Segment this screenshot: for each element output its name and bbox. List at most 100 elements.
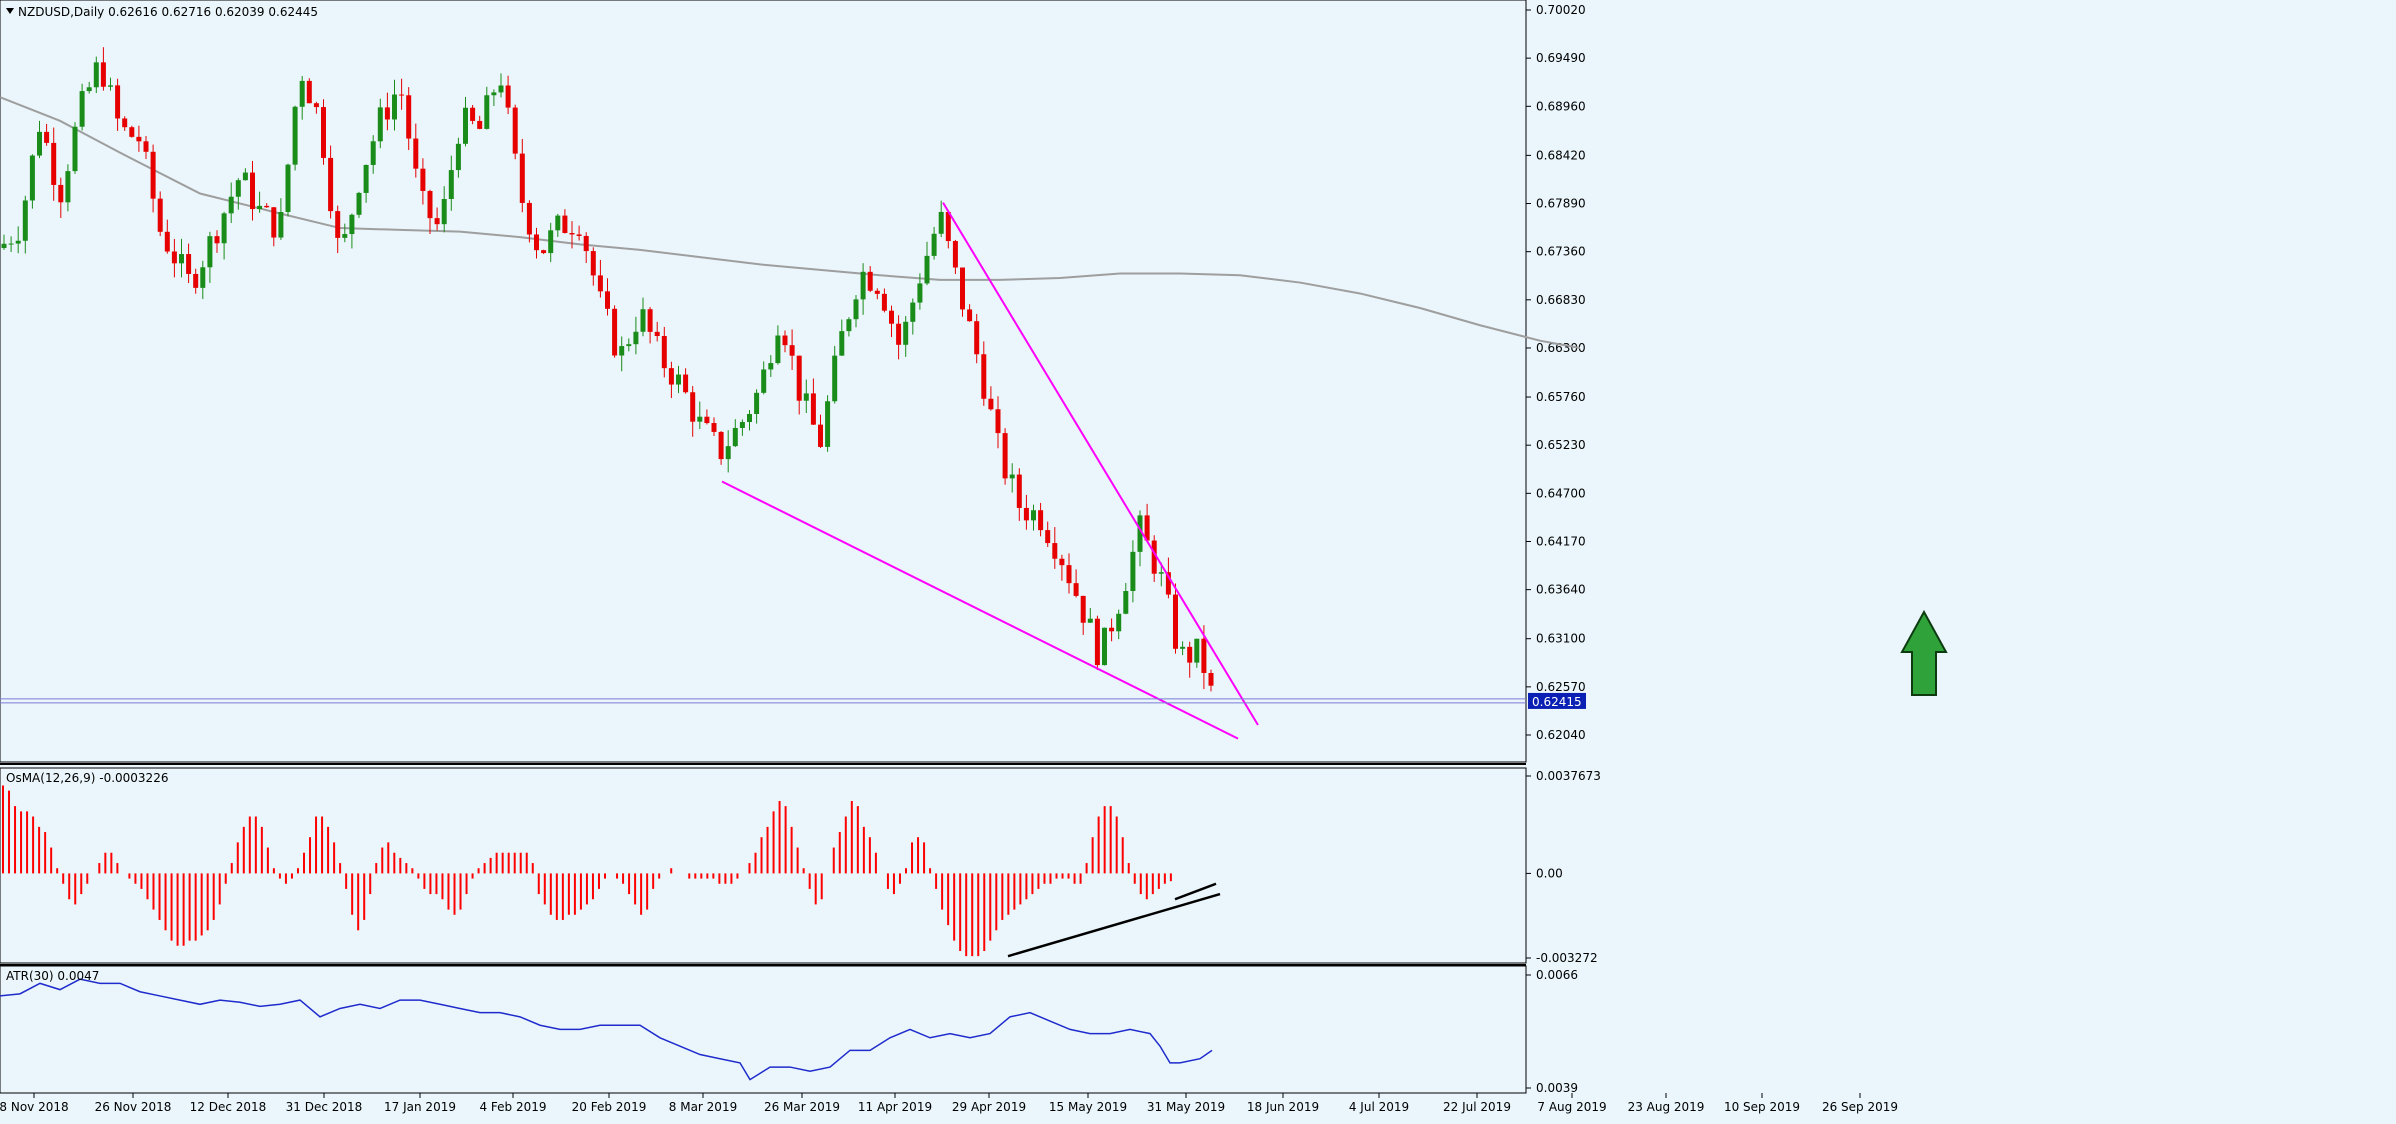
osma-y-tick-label: -0.003272 bbox=[1536, 951, 1598, 965]
candle-body bbox=[58, 184, 64, 203]
candle-body bbox=[1109, 627, 1115, 632]
candle-body bbox=[214, 236, 220, 244]
candle-body bbox=[1038, 510, 1044, 531]
candle-body bbox=[576, 234, 582, 236]
candle-body bbox=[129, 127, 135, 137]
moving-average-line bbox=[0, 96, 1581, 349]
candle-body bbox=[463, 107, 468, 144]
candle-body bbox=[825, 401, 831, 447]
y-tick-label: 0.68960 bbox=[1536, 99, 1586, 113]
candle-body bbox=[72, 126, 78, 172]
candle-body bbox=[967, 309, 973, 322]
candle-body bbox=[1180, 646, 1186, 649]
candle-body bbox=[896, 323, 902, 345]
candle-body bbox=[1031, 510, 1036, 521]
candle-body bbox=[115, 85, 121, 119]
candle-body bbox=[796, 355, 802, 401]
candle-body bbox=[945, 211, 951, 242]
x-tick-label: 22 Jul 2019 bbox=[1443, 1100, 1511, 1114]
candle-body bbox=[470, 107, 476, 121]
x-tick-label: 7 Aug 2019 bbox=[1537, 1100, 1606, 1114]
candle-body bbox=[250, 172, 255, 210]
candle-body bbox=[1165, 572, 1171, 595]
candle-body bbox=[846, 319, 852, 332]
candle-body bbox=[363, 164, 369, 193]
candle-body bbox=[768, 363, 774, 370]
candle-body bbox=[839, 331, 845, 356]
candle-body bbox=[541, 250, 547, 254]
candle-body bbox=[299, 80, 305, 107]
candle-body bbox=[1116, 613, 1122, 632]
candle-body bbox=[555, 215, 561, 231]
candle-body bbox=[569, 233, 575, 235]
candle-body bbox=[640, 309, 646, 332]
candle-body bbox=[1002, 433, 1008, 479]
candle-body bbox=[860, 271, 866, 300]
candle-body bbox=[29, 155, 35, 201]
candle-body bbox=[143, 141, 149, 152]
y-tick-label: 0.67360 bbox=[1536, 245, 1586, 259]
candle-body bbox=[79, 91, 85, 127]
y-tick-label: 0.64170 bbox=[1536, 534, 1586, 548]
candle-body bbox=[1187, 646, 1193, 663]
candle-body bbox=[455, 143, 461, 171]
candle-body bbox=[1059, 558, 1065, 566]
y-tick-label: 0.64700 bbox=[1536, 486, 1586, 500]
candle-body bbox=[335, 211, 341, 238]
y-tick-label: 0.69490 bbox=[1536, 51, 1586, 65]
candle-body bbox=[491, 92, 497, 96]
atr-y-tick-label: 0.0066 bbox=[1536, 968, 1578, 982]
candle-body bbox=[931, 233, 937, 256]
candle-body bbox=[775, 335, 781, 364]
y-tick-label: 0.66300 bbox=[1536, 341, 1586, 355]
candle-body bbox=[960, 267, 965, 310]
x-tick-label: 31 Dec 2018 bbox=[286, 1100, 363, 1114]
y-tick-label: 0.68420 bbox=[1536, 148, 1586, 162]
candle-body bbox=[1016, 474, 1022, 508]
y-tick-label: 0.63640 bbox=[1536, 583, 1586, 597]
candle-body bbox=[1208, 672, 1214, 686]
candle-body bbox=[562, 215, 568, 234]
x-tick-label: 8 Nov 2018 bbox=[0, 1100, 69, 1114]
candle-body bbox=[988, 398, 994, 410]
x-tick-label: 29 Apr 2019 bbox=[952, 1100, 1026, 1114]
candle-body bbox=[889, 310, 894, 324]
candle-body bbox=[100, 62, 106, 87]
current-price-badge bbox=[1528, 692, 1586, 709]
candle-body bbox=[505, 85, 511, 108]
candle-body bbox=[647, 309, 653, 332]
candle-body bbox=[264, 205, 270, 208]
osma-panel bbox=[0, 767, 1527, 964]
candle-body bbox=[526, 202, 532, 235]
trendline bbox=[721, 480, 1239, 740]
candle-body bbox=[789, 345, 795, 356]
candle-body bbox=[818, 424, 823, 447]
candle-body bbox=[342, 234, 348, 238]
candle-body bbox=[1102, 627, 1107, 666]
candle-body bbox=[86, 87, 92, 92]
candle-body bbox=[633, 331, 639, 345]
candle-body bbox=[313, 103, 319, 108]
candle-body bbox=[754, 392, 760, 415]
candle-body bbox=[93, 62, 99, 88]
candle-body bbox=[626, 344, 632, 347]
candle-body bbox=[938, 211, 944, 234]
candle-body bbox=[668, 368, 674, 385]
y-tick-label: 0.63100 bbox=[1536, 632, 1586, 646]
candle-body bbox=[171, 251, 177, 264]
candle-body bbox=[1066, 565, 1072, 584]
candle-body bbox=[65, 171, 71, 203]
candle-body bbox=[1023, 507, 1029, 521]
candle-body bbox=[534, 234, 539, 251]
candle-body bbox=[441, 198, 447, 225]
candle-body bbox=[683, 374, 689, 393]
candle-body bbox=[427, 190, 433, 219]
candle-body bbox=[583, 235, 589, 252]
candle-body bbox=[292, 106, 298, 165]
candle-body bbox=[747, 414, 752, 423]
candle-body bbox=[881, 293, 887, 311]
candle-body bbox=[853, 299, 859, 320]
candle-body bbox=[122, 118, 128, 128]
